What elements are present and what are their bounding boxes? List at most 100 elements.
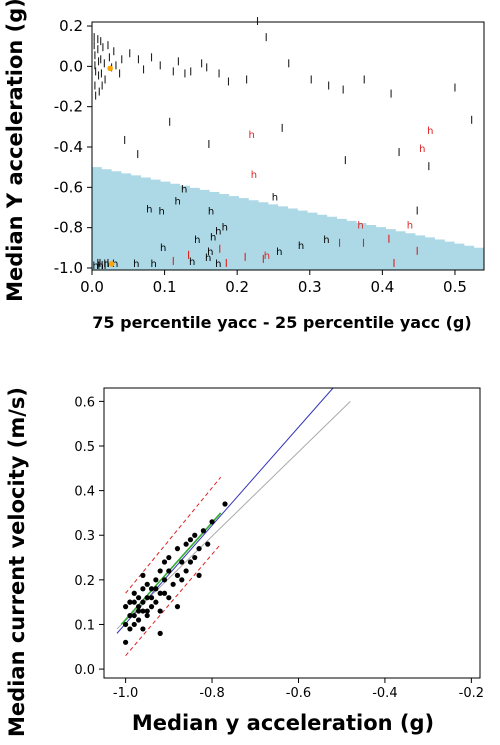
data-point bbox=[166, 568, 172, 574]
data-point-h: h bbox=[159, 207, 165, 218]
data-point-h: h bbox=[210, 233, 216, 244]
bottom-x-axis-title: Median y acceleration (g) bbox=[132, 711, 434, 735]
data-point bbox=[153, 577, 159, 583]
y-tick-label: 0.0 bbox=[59, 57, 83, 75]
data-point bbox=[187, 559, 194, 565]
data-point bbox=[131, 612, 137, 619]
data-point-h: h bbox=[151, 259, 157, 270]
data-point bbox=[148, 586, 155, 592]
data-point bbox=[161, 590, 168, 596]
y-tick-label: 0.4 bbox=[74, 485, 95, 500]
data-point bbox=[135, 595, 142, 601]
data-point-h: h bbox=[222, 223, 228, 234]
data-point bbox=[148, 595, 155, 601]
data-point-h: h bbox=[357, 221, 363, 232]
data-point bbox=[127, 612, 133, 619]
data-point-h: h bbox=[194, 235, 200, 246]
data-point bbox=[144, 608, 150, 614]
data-point bbox=[205, 541, 211, 547]
data-point bbox=[144, 581, 150, 587]
data-point bbox=[166, 554, 172, 561]
data-point bbox=[174, 572, 181, 578]
fit-line bbox=[120, 512, 222, 625]
x-tick-label: 0.0 bbox=[80, 278, 104, 296]
data-point bbox=[148, 604, 155, 610]
data-point-h: h bbox=[249, 130, 255, 141]
shaded-region bbox=[92, 167, 484, 270]
y-tick-label: -1.0 bbox=[54, 259, 83, 277]
data-point-h: h bbox=[205, 253, 211, 264]
data-point bbox=[123, 639, 129, 645]
data-point bbox=[140, 626, 146, 632]
data-point bbox=[157, 608, 163, 614]
data-point-highlight bbox=[107, 65, 113, 72]
data-point bbox=[209, 519, 215, 525]
data-point bbox=[123, 621, 129, 628]
data-point bbox=[131, 621, 137, 628]
data-point-h: h bbox=[276, 247, 282, 258]
data-point bbox=[135, 608, 142, 614]
data-point-h: h bbox=[407, 221, 413, 232]
data-point bbox=[174, 546, 181, 552]
fit-line bbox=[116, 387, 334, 634]
y-tick-label: 0.6 bbox=[74, 395, 95, 410]
data-point-h: h bbox=[98, 261, 104, 272]
data-point bbox=[157, 590, 163, 596]
fit-line bbox=[125, 476, 222, 594]
data-point bbox=[174, 604, 181, 610]
bottom-plot-area: -1.0 -0.8 -0.6 -0.4 -0.2 0.0 0.1 0.2 0.3 0.4 0.5 0.… bbox=[74, 387, 484, 701]
data-point-h: h bbox=[298, 241, 304, 252]
x-tick-label: 0.1 bbox=[153, 278, 177, 296]
data-point-h: h bbox=[272, 192, 278, 203]
data-point-h: h bbox=[160, 243, 166, 254]
x-tick-label: -0.8 bbox=[199, 686, 224, 701]
data-point bbox=[140, 572, 146, 578]
x-tick-label: 0.5 bbox=[443, 278, 467, 296]
x-tick-label: 0.4 bbox=[370, 278, 394, 296]
data-point bbox=[183, 568, 189, 574]
data-point-h: h bbox=[215, 259, 221, 270]
plot-frame bbox=[103, 387, 481, 679]
x-tick-label: -0.2 bbox=[459, 686, 484, 701]
data-point-h: h bbox=[112, 259, 118, 270]
data-point bbox=[157, 630, 163, 636]
data-point bbox=[192, 554, 198, 561]
x-tick-label: -1.0 bbox=[113, 686, 138, 701]
data-point bbox=[170, 581, 176, 587]
x-tick-label: -0.4 bbox=[372, 686, 397, 701]
data-point bbox=[153, 599, 159, 605]
data-point bbox=[166, 595, 172, 601]
data-point bbox=[135, 604, 142, 610]
data-point bbox=[183, 541, 189, 547]
data-point bbox=[192, 532, 198, 538]
data-point bbox=[135, 617, 142, 623]
data-point-highlight bbox=[108, 261, 115, 267]
data-point-h: h bbox=[215, 227, 221, 238]
y-tick-label: -0.4 bbox=[54, 138, 83, 156]
bottom-y-axis-title: Median current velocity (m/s) bbox=[5, 387, 29, 737]
data-point bbox=[196, 572, 202, 578]
data-point bbox=[179, 559, 185, 565]
data-point bbox=[144, 595, 150, 601]
data-point bbox=[222, 501, 228, 507]
y-tick-label: 0.2 bbox=[74, 574, 95, 589]
data-point-h: h bbox=[419, 144, 425, 155]
data-point-h: h bbox=[181, 184, 187, 195]
data-point bbox=[140, 608, 146, 614]
data-point bbox=[127, 599, 133, 605]
data-point bbox=[161, 577, 168, 583]
data-point bbox=[123, 604, 129, 610]
data-point bbox=[127, 626, 133, 632]
x-tick-label: -0.6 bbox=[286, 686, 311, 701]
x-tick-label: 0.2 bbox=[225, 278, 249, 296]
y-tick-label: -0.6 bbox=[54, 178, 83, 196]
data-point bbox=[131, 590, 137, 596]
data-point bbox=[157, 568, 163, 574]
data-point-h: h bbox=[251, 170, 257, 181]
data-point-h: h bbox=[133, 259, 139, 270]
data-point bbox=[200, 528, 207, 534]
data-point bbox=[131, 599, 137, 605]
velocity-scatter-chart: -1.0 -0.8 -0.6 -0.4 -0.2 0.0 0.1 0.2 0.3 0.4 0.5 0.… bbox=[5, 387, 484, 737]
